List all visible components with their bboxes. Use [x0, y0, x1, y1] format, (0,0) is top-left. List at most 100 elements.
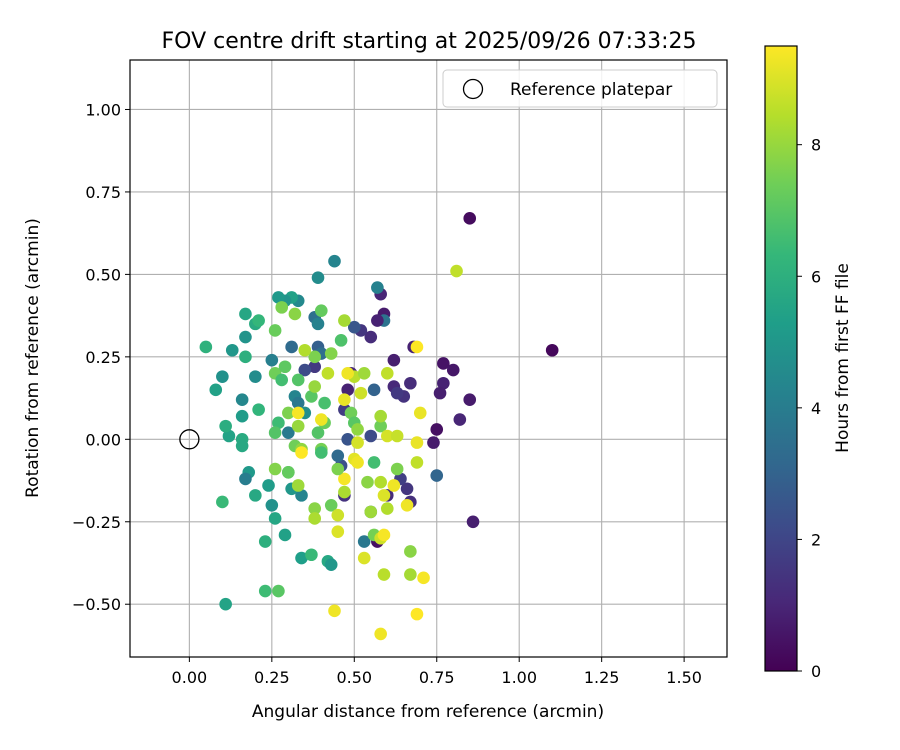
scatter-point — [357, 535, 371, 548]
scatter-point — [239, 350, 252, 364]
scatter-point — [367, 456, 381, 469]
colorbar-tick-label: 4 — [811, 399, 821, 418]
y-tick-label: 1.00 — [85, 100, 121, 119]
reference-marker — [179, 429, 200, 450]
scatter-point — [219, 419, 232, 433]
scatter-point — [291, 373, 305, 387]
scatter-point — [291, 479, 305, 492]
scatter-point — [239, 330, 252, 344]
legend-label: Reference platepar — [510, 80, 672, 100]
scatter-point — [328, 604, 341, 618]
y-tick-label: 0.00 — [85, 430, 121, 449]
x-tick-label: 0.00 — [172, 668, 208, 687]
scatter-point — [417, 571, 430, 585]
scatter-point — [272, 584, 285, 598]
x-axis-ticks: 0.00 0.25 0.50 0.75 1.00 1.25 1.50 — [172, 657, 702, 687]
scatter-point — [338, 485, 351, 499]
reference-point — [179, 429, 200, 450]
scatter-point — [351, 436, 364, 449]
scatter-point — [311, 426, 325, 440]
scatter-point — [374, 627, 387, 641]
legend-box — [442, 69, 718, 108]
scatter-point — [331, 462, 345, 476]
scatter-point — [357, 367, 371, 380]
legend: Reference platepar — [442, 69, 718, 108]
scatter-point — [324, 347, 338, 360]
scatter-point — [380, 429, 394, 443]
scatter-point — [275, 373, 289, 387]
scatter-point — [364, 505, 378, 519]
scatter-point — [285, 340, 298, 354]
scatter-point — [377, 528, 391, 542]
scatter-point — [315, 304, 328, 317]
scatter-point — [404, 376, 417, 390]
scatter-point — [308, 502, 322, 515]
scatter-point — [268, 426, 282, 440]
scatter-point — [351, 423, 364, 436]
scatter-point — [321, 367, 335, 380]
colorbar-gradient — [764, 45, 798, 672]
scatter-point — [427, 436, 440, 449]
scatter-point — [430, 469, 444, 482]
scatter-point — [278, 360, 292, 374]
scatter-point — [291, 396, 305, 410]
scatter-point — [354, 386, 368, 400]
scatter-point — [450, 264, 463, 278]
colorbar-label: Hours from first FF file — [833, 263, 853, 453]
scatter-point — [338, 472, 351, 486]
chart-title: FOV centre drift starting at 2025/09/26 … — [162, 29, 697, 54]
scatter-point — [249, 489, 262, 502]
scatter-point — [222, 429, 236, 443]
scatter-point — [344, 406, 358, 420]
scatter-point — [410, 340, 424, 354]
x-tick-label: 1.25 — [584, 668, 620, 687]
scatter-point — [288, 307, 302, 321]
scatter-point — [374, 409, 387, 423]
scatter-point — [437, 376, 450, 390]
scatter-point — [341, 367, 354, 380]
scatter-point — [374, 475, 387, 489]
scatter-point — [252, 403, 265, 416]
scatter-point — [268, 512, 282, 525]
scatter-point — [390, 462, 404, 476]
scatter-point — [282, 426, 295, 440]
y-tick-label: 0.75 — [85, 183, 121, 202]
scatter-point — [380, 367, 394, 380]
scatter-point — [331, 525, 345, 538]
scatter-point — [357, 551, 371, 565]
scatter-point — [390, 429, 404, 443]
scatter-point — [262, 479, 275, 492]
scatter-point — [463, 212, 477, 225]
scatter-point — [282, 465, 295, 479]
scatter-point — [328, 254, 341, 268]
scatter-point — [291, 419, 305, 433]
x-tick-label: 1.50 — [666, 668, 702, 687]
scatter-point — [216, 495, 229, 509]
x-axis-label: Angular distance from reference (arcmin) — [252, 702, 604, 722]
scatter-point — [334, 334, 348, 347]
scatter-point — [278, 528, 292, 542]
colorbar-tick-label: 8 — [811, 136, 821, 155]
scatter-point — [298, 343, 312, 357]
scatter-point — [341, 383, 354, 397]
scatter-point — [361, 475, 374, 489]
scatter-point — [338, 314, 351, 327]
scatter-point — [308, 350, 322, 364]
scatter-point — [400, 482, 414, 496]
scatter-point — [400, 498, 414, 512]
scatter-point — [219, 597, 232, 611]
scatter-point — [347, 320, 361, 334]
scatter-point — [258, 584, 272, 598]
scatter-point — [265, 353, 279, 367]
scatter-point — [404, 545, 417, 558]
colorbar-ticks: 0 2 4 6 8 — [797, 136, 821, 681]
scatter-point — [295, 489, 308, 502]
y-tick-label: −0.50 — [72, 595, 121, 614]
scatter-point — [545, 343, 559, 357]
scatter-point — [235, 439, 249, 453]
scatter-point — [351, 456, 364, 469]
scatter-point — [235, 393, 249, 407]
scatter-point — [410, 436, 424, 449]
legend-reference-marker — [462, 78, 484, 100]
